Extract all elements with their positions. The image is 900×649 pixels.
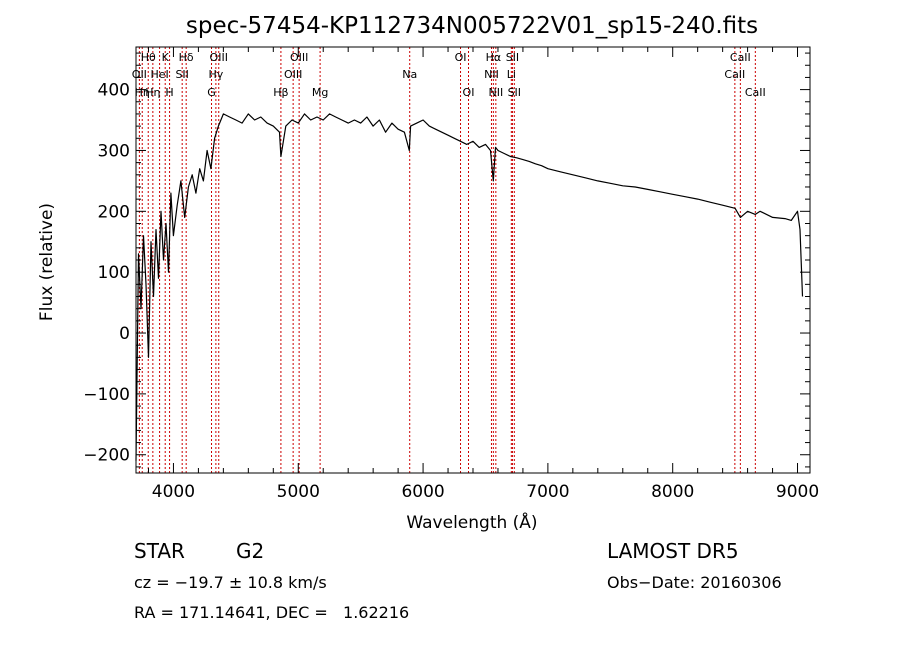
line-marker-label-0: OII [132,68,147,81]
line-marker-label-27: CaII [745,86,766,99]
line-marker-label-3: Hη [145,86,160,99]
line-markers [138,47,756,473]
line-marker-labels: OIIHηHθHηHeIKHSIIHδGHγOIIIHβOIIIOIIIMgNa… [132,51,766,99]
redshift-value: cz = −19.7 ± 10.8 km/s [134,573,327,592]
coordinates: RA = 171.14641, DEC = 1.62216 [134,603,410,622]
line-marker-label-20: Hα [486,51,502,64]
x-tick-label-4: 8000 [651,482,694,502]
line-marker-label-23: SII [506,51,519,64]
line-marker-label-12: Hβ [273,86,288,99]
line-marker-label-8: Hδ [179,51,194,64]
line-marker-label-24: SII [508,86,521,99]
line-marker-label-11: OIII [210,51,228,64]
line-marker-label-5: K [162,51,170,64]
line-marker-label-14: OIII [290,51,308,64]
line-marker-label-21: NII [488,86,503,99]
line-marker-label-17: OI [455,51,467,64]
line-marker-label-16: Na [402,68,417,81]
line-marker-label-4: HeI [150,68,168,81]
line-marker-label-2: Hθ [141,51,156,64]
x-tick-label-2: 6000 [401,482,444,502]
plot-frame [135,46,811,474]
observation-date: Obs−Date: 20160306 [607,573,782,592]
y-tick-label-6: 400 [98,81,130,101]
axes: 4000 5000 6000 7000 8000 9000 −200 −100 0 100 200 3… [83,46,819,502]
line-marker-label-26: CaII [730,51,751,64]
x-axis-label: Wavelength (Å) [406,511,537,533]
x-tick-label-0: 4000 [152,482,195,502]
x-tick-label-5: 9000 [776,482,819,502]
line-marker-label-13: OIII [284,68,302,81]
line-marker-label-19: NII [484,68,499,81]
line-marker-label-22: Li [507,68,516,81]
line-marker-label-6: H [165,86,173,99]
x-tick-label-3: 7000 [526,482,569,502]
spectrum-line [135,113,804,461]
object-subclass: G2 [236,539,265,563]
y-axis-label: Flux (relative) [37,203,57,321]
y-tick-label-4: 200 [98,202,130,222]
line-marker-label-7: SII [175,68,188,81]
survey-label: LAMOST DR5 [607,539,739,563]
spectrum-series [135,113,804,461]
y-tick-label-0: −200 [83,446,130,466]
y-tick-label-1: −100 [83,385,130,405]
line-marker-label-10: Hγ [208,68,223,81]
line-marker-label-9: G [207,86,216,99]
line-marker-label-25: CaII [724,68,745,81]
line-marker-label-15: Mg [312,86,328,99]
y-tick-label-3: 100 [98,263,130,283]
y-tick-label-2: 0 [119,324,130,344]
x-tick-label-1: 5000 [277,482,320,502]
y-tick-label-5: 300 [98,141,130,161]
object-class: STAR [134,539,185,563]
chart-title: spec-57454-KP112734N005722V01_sp15-240.f… [186,13,758,39]
line-marker-label-18: OI [463,86,475,99]
